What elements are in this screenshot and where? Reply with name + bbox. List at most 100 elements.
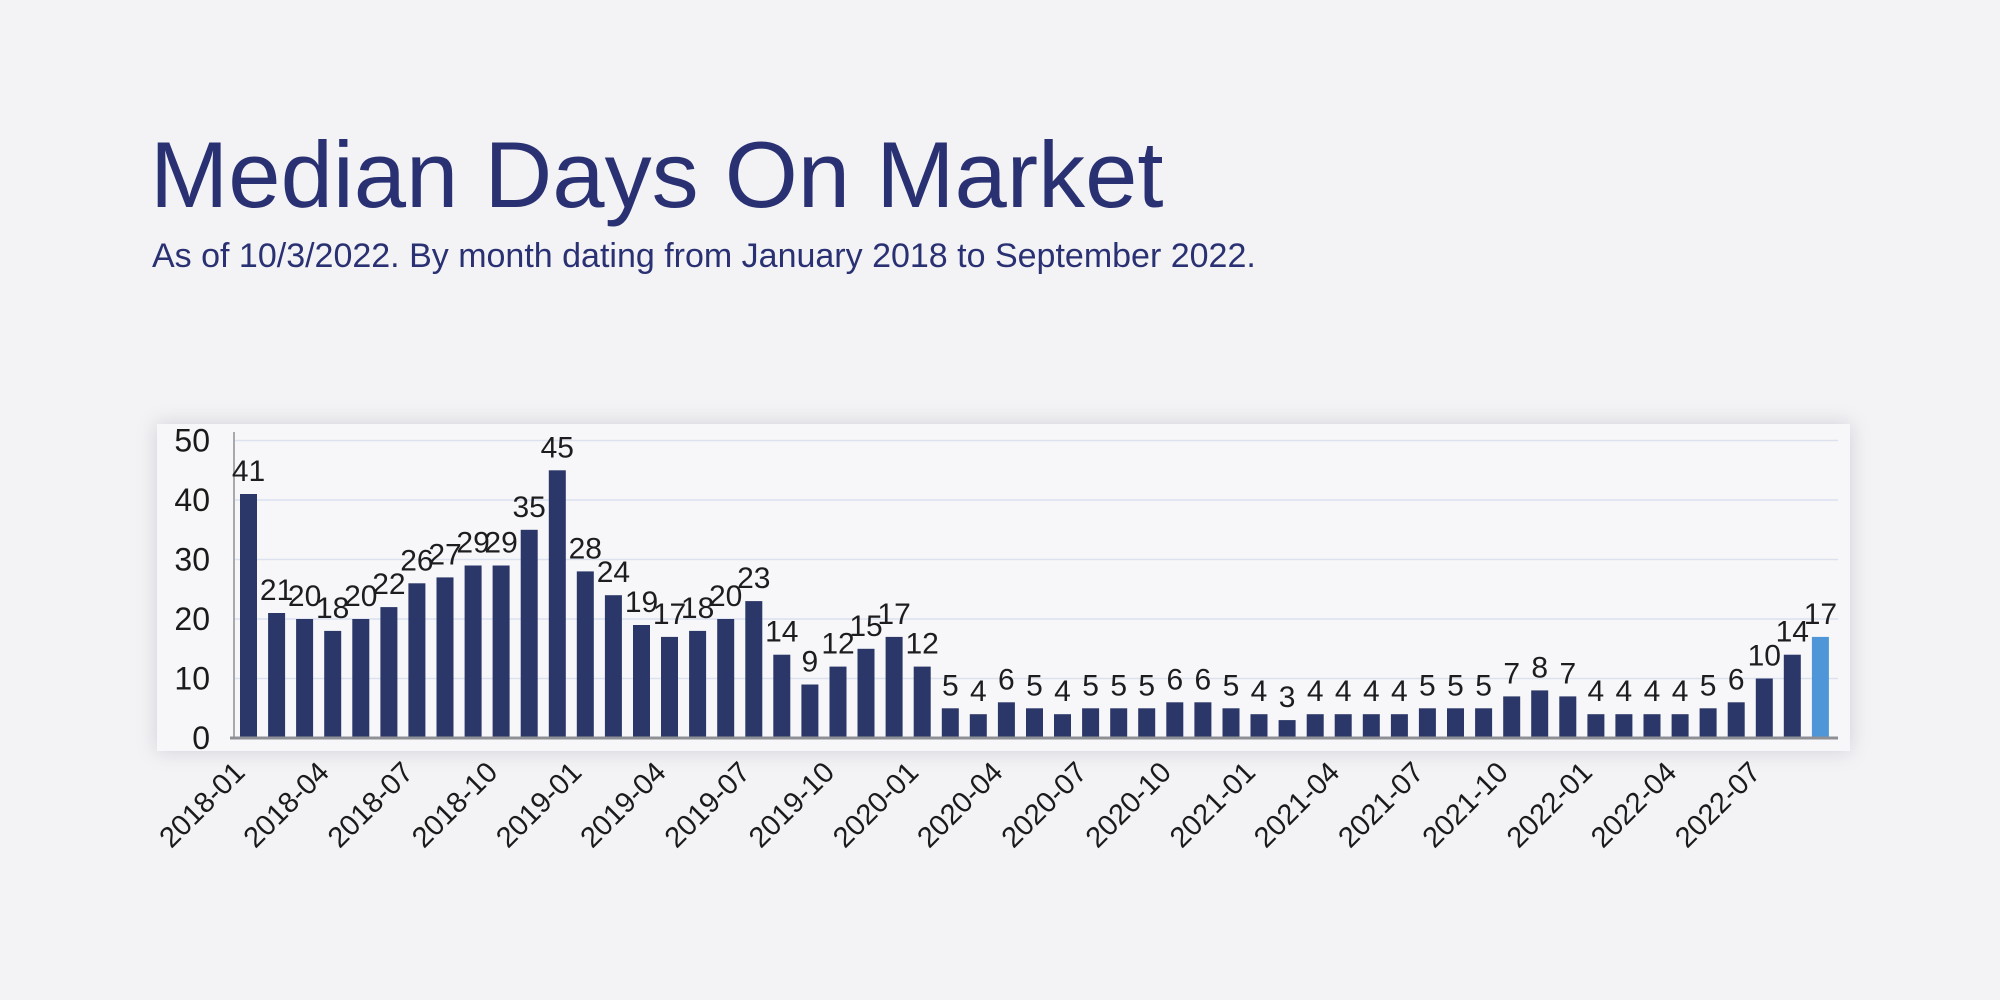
bar-value-label-2019-05: 18 (681, 592, 714, 625)
bar-2021-09 (1475, 708, 1493, 739)
bar-value-label-2022-08: 14 (1776, 616, 1809, 649)
bar-2020-06 (1054, 714, 1071, 738)
bar-2018-04 (324, 630, 342, 738)
bar-2020-09 (1138, 708, 1156, 739)
bar-2018-10 (492, 565, 510, 739)
bar-value-label-2021-08: 5 (1447, 669, 1464, 702)
page-title: Median Days On Market (150, 122, 1164, 227)
bar-2020-07 (1082, 708, 1100, 739)
bar-2019-07 (745, 601, 763, 738)
bar-value-label-2021-04: 4 (1335, 675, 1352, 708)
bar-value-label-2020-02: 5 (942, 669, 959, 702)
x-tick-label-2018-01: 2018-01 (154, 756, 252, 854)
bar-2020-12 (1222, 708, 1240, 739)
bar-value-label-2020-12: 5 (1223, 669, 1240, 702)
bar-value-label-2019-09: 9 (802, 646, 819, 679)
bar-value-label-2018-07: 26 (400, 544, 433, 577)
x-tick-label-2022-07: 2022-07 (1669, 756, 1767, 854)
bar-value-label-2020-08: 5 (1110, 669, 1127, 702)
y-tick-label-10: 10 (174, 661, 210, 697)
bar-value-label-2022-01: 4 (1588, 675, 1605, 708)
bar-value-label-2020-07: 5 (1082, 669, 1099, 702)
bar-2021-08 (1447, 708, 1464, 739)
bar-2018-09 (464, 565, 482, 739)
bar-value-label-2021-07: 5 (1419, 669, 1436, 702)
bar-2022-08 (1783, 654, 1801, 738)
bar-2018-07 (408, 583, 426, 738)
bar-value-label-2019-01: 28 (569, 532, 602, 565)
x-tick-label-2020-04: 2020-04 (911, 756, 1009, 854)
bar-value-label-2018-12: 45 (541, 431, 574, 464)
bar-2019-11 (857, 648, 875, 739)
x-tick-label-2018-07: 2018-07 (322, 756, 420, 854)
bar-2019-12 (885, 636, 903, 739)
y-tick-label-40: 40 (174, 482, 210, 518)
bar-2020-03 (969, 714, 987, 738)
x-tick-label-2022-01: 2022-01 (1501, 756, 1599, 854)
bar-value-label-2021-12: 7 (1559, 657, 1576, 690)
bar-value-label-2022-03: 4 (1644, 675, 1661, 708)
y-tick-label-30: 30 (174, 542, 210, 578)
bar-2021-07 (1418, 708, 1436, 739)
bar-value-label-2022-02: 4 (1616, 675, 1633, 708)
bar-value-label-2021-06: 4 (1391, 675, 1408, 708)
bar-value-label-2022-05: 5 (1700, 669, 1717, 702)
bar-value-label-2022-06: 6 (1728, 663, 1745, 696)
bar-value-label-2020-11: 6 (1195, 663, 1212, 696)
x-tick-label-2020-07: 2020-07 (996, 756, 1094, 854)
bar-2020-11 (1194, 702, 1212, 738)
bar-value-label-2021-05: 4 (1363, 675, 1380, 708)
bar-2022-01 (1587, 714, 1605, 738)
bar-value-label-2020-01: 12 (906, 628, 939, 661)
bar-2018-06 (380, 607, 398, 738)
bar-2018-02 (268, 613, 286, 738)
bar-2022-09 (1811, 636, 1829, 739)
bar-value-label-2020-04: 6 (998, 663, 1015, 696)
bar-value-label-2020-10: 6 (1166, 663, 1183, 696)
bar-value-label-2019-10: 12 (821, 628, 854, 661)
bar-2018-11 (520, 529, 538, 739)
bar-2018-05 (352, 619, 370, 738)
bar-2022-02 (1615, 714, 1633, 738)
bar-value-label-2021-10: 7 (1503, 657, 1520, 690)
bar-2022-04 (1671, 714, 1689, 738)
bar-2019-06 (717, 619, 735, 738)
bar-value-label-2019-06: 20 (709, 580, 742, 613)
x-tick-label-2018-10: 2018-10 (406, 756, 504, 854)
bar-2020-10 (1166, 702, 1184, 738)
bar-value-label-2019-03: 19 (625, 586, 658, 619)
x-tick-label-2019-07: 2019-07 (659, 756, 757, 854)
bar-value-label-2019-02: 24 (597, 556, 630, 589)
x-tick-label-2021-07: 2021-07 (1332, 756, 1430, 854)
bar-2022-06 (1727, 702, 1745, 738)
bar-2019-02 (604, 595, 622, 738)
bar-value-label-2018-01: 41 (232, 455, 265, 488)
bar-2018-01 (240, 494, 257, 738)
bar-2020-08 (1110, 708, 1128, 739)
bar-2021-01 (1250, 714, 1268, 738)
bar-2021-12 (1559, 696, 1577, 738)
bar-value-label-2022-09: 17 (1804, 598, 1837, 631)
x-tick-label-2019-04: 2019-04 (575, 756, 673, 854)
bar-2019-05 (689, 630, 707, 738)
bar-2018-12 (548, 470, 566, 739)
bar-2022-07 (1755, 678, 1773, 738)
x-tick-label-2019-01: 2019-01 (490, 756, 588, 854)
x-tick-label-2021-10: 2021-10 (1417, 756, 1515, 854)
bar-2021-02 (1278, 720, 1296, 738)
bar-2021-04 (1334, 714, 1352, 738)
bar-value-label-2021-02: 3 (1279, 681, 1296, 714)
bar-value-label-2021-03: 4 (1307, 675, 1324, 708)
bar-value-label-2019-12: 17 (877, 598, 910, 631)
bar-2021-05 (1362, 714, 1380, 738)
bar-2019-08 (773, 654, 791, 738)
bar-value-label-2018-08: 27 (428, 538, 461, 571)
bar-2020-05 (1026, 708, 1043, 739)
x-tick-label-2020-10: 2020-10 (1080, 756, 1178, 854)
bar-value-label-2018-11: 35 (513, 491, 546, 524)
bar-value-label-2021-01: 4 (1251, 675, 1268, 708)
bar-value-label-2020-05: 5 (1026, 669, 1043, 702)
x-tick-label-2019-10: 2019-10 (743, 756, 841, 854)
bar-value-label-2018-05: 20 (344, 580, 377, 613)
